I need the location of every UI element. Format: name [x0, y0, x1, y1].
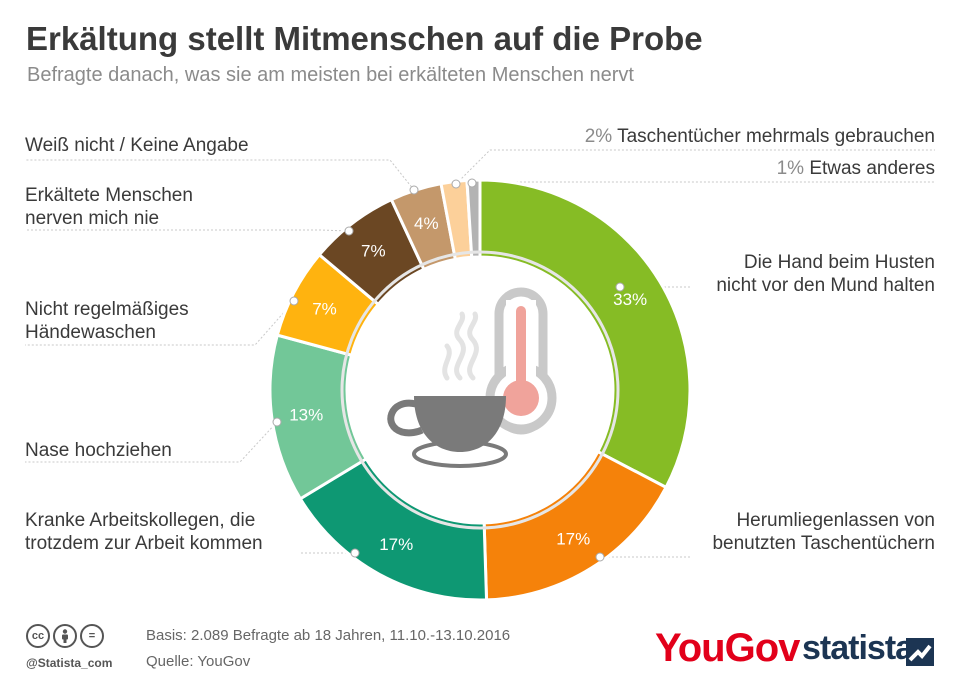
- category-label-hand: Die Hand beim Husten nicht vor den Mund h…: [716, 251, 935, 297]
- coffee-cup-icon: [387, 396, 508, 468]
- leader-dot-nie: [344, 226, 354, 236]
- leader-dot-hand: [615, 282, 625, 292]
- chart-title: Erkältung stellt Mitmenschen auf die Pro…: [26, 20, 703, 57]
- value-label-kollegen: 17%: [379, 535, 413, 554]
- category-label-nase: Nase hochziehen: [25, 439, 172, 462]
- category-label-line: Erkältete Menschen: [25, 185, 193, 206]
- leader-line-mehrmals: [455, 149, 935, 185]
- cc-license-icons[interactable]: cc =: [26, 624, 104, 648]
- leader-dot-mehrmals: [451, 179, 461, 189]
- statista-logo[interactable]: statista: [802, 629, 914, 667]
- yougov-logo[interactable]: YouGov: [655, 626, 800, 670]
- steam-icon: [442, 311, 479, 381]
- chart-subtitle: Befragte danach, was sie am meisten bei …: [27, 64, 634, 86]
- leader-dot-nase: [272, 417, 282, 427]
- category-label-line: nerven mich nie: [25, 208, 160, 229]
- category-label-line: Die Hand beim Husten: [743, 252, 935, 273]
- value-labels: 33% 17% 17% 13% 7% 7% 4%: [272, 178, 647, 562]
- category-label-line: Herumliegenlassen von: [736, 510, 935, 531]
- value-label-hand: 33%: [613, 290, 647, 309]
- footer-basis: Basis: 2.089 Befragte ab 18 Jahren, 11.1…: [146, 627, 511, 644]
- category-label-line: nicht vor den Mund halten: [716, 275, 935, 296]
- category-label-line: Nase hochziehen: [25, 440, 172, 461]
- value-label-nie: 7%: [361, 242, 386, 261]
- leader-line-weiss: [25, 159, 415, 191]
- category-label-line: Taschentücher mehrmals gebrauchen: [617, 126, 935, 147]
- category-label-taschen: Herumliegenlassen von benutzten Taschentü…: [712, 509, 935, 555]
- category-label-line: trotzdem zur Arbeit kommen: [25, 533, 263, 554]
- category-label-anderes: 1% Etwas anderes: [777, 157, 935, 180]
- category-label-line: Nicht regelmäßiges: [25, 299, 189, 320]
- value-label-nase: 13%: [289, 405, 323, 424]
- donut-slice-hand[interactable]: [478, 178, 692, 490]
- leader-line-nie: [25, 229, 350, 232]
- cc-icon: cc: [26, 624, 50, 648]
- leader-dot-haende: [289, 296, 299, 306]
- leader-dot-weiss: [409, 185, 419, 195]
- leader-line-anderes: [471, 181, 935, 184]
- statista-logo-icon: [906, 638, 934, 666]
- category-label-line: Kranke Arbeitskollegen, die: [25, 510, 256, 531]
- footer-source: Quelle: YouGov: [146, 653, 251, 670]
- leader-line-nase: [25, 421, 278, 463]
- value-label-taschen: 17%: [556, 530, 590, 549]
- category-label-nie: Erkältete Menschen nerven mich nie: [25, 184, 193, 230]
- leader-dot-kollegen: [350, 548, 360, 558]
- inner-ring: [340, 250, 620, 530]
- category-label-line: Etwas anderes: [809, 158, 935, 179]
- category-label-weiss: Weiß nicht / Keine Angabe: [25, 134, 249, 157]
- category-label-line: benutzten Taschentüchern: [712, 533, 935, 554]
- by-icon: [53, 624, 77, 648]
- category-label-line: Weiß nicht / Keine Angabe: [25, 135, 249, 156]
- value-label-haende: 7%: [312, 300, 337, 319]
- category-label-mehrmals: 2% Taschentücher mehrmals gebrauchen: [585, 125, 935, 148]
- category-label-line: Händewaschen: [25, 322, 156, 343]
- leader-dot-taschen: [595, 552, 605, 562]
- category-label-kollegen: Kranke Arbeitskollegen, die trotzdem zur …: [25, 509, 263, 555]
- nd-icon: =: [80, 624, 104, 648]
- donut-slices: [268, 178, 692, 602]
- leader-line-haende: [25, 300, 295, 346]
- category-percent-mehrmals: 2%: [584, 126, 618, 147]
- category-percent-anderes: 1%: [776, 158, 810, 179]
- statista-handle[interactable]: @Statista_com: [26, 656, 113, 670]
- thermometer-icon: [485, 287, 557, 435]
- value-label-weiss: 4%: [414, 214, 439, 233]
- leader-dot-anderes: [467, 178, 477, 188]
- category-label-haende: Nicht regelmäßiges Händewaschen: [25, 298, 189, 344]
